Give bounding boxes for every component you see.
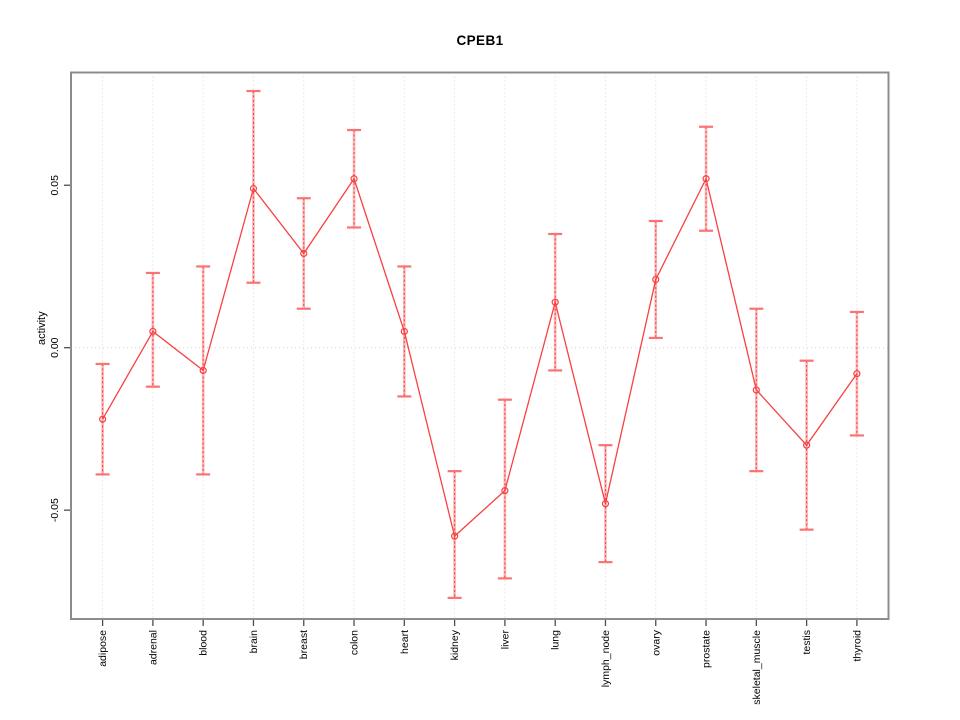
data-point-heart bbox=[400, 327, 408, 336]
x-tick-label-heart: heart bbox=[399, 630, 411, 654]
data-point-prostate bbox=[702, 175, 710, 183]
x-tick-label-brain: brain bbox=[248, 630, 260, 654]
x-tick-label-breast: breast bbox=[298, 630, 310, 659]
x-tick-label-lymph_node: lymph_node bbox=[600, 630, 612, 687]
x-tick-label-testis: testis bbox=[801, 630, 813, 655]
data-point-blood bbox=[199, 366, 207, 375]
plot-frame bbox=[70, 71, 890, 620]
chart-title: CPEB1 bbox=[456, 33, 504, 48]
y-tick-label--0.05: -0.05 bbox=[49, 498, 61, 522]
x-tick-label-lung: lung bbox=[550, 630, 562, 650]
x-tick-label-thyroid: thyroid bbox=[851, 630, 863, 662]
data-point-skeletal_muscle bbox=[752, 386, 760, 394]
data-point-lymph_node bbox=[601, 500, 610, 508]
data-point-breast bbox=[300, 249, 308, 258]
x-tick-label-liver: liver bbox=[499, 630, 511, 650]
y-tick-label-0.00: 0.00 bbox=[49, 337, 61, 358]
data-point-ovary bbox=[652, 275, 660, 284]
data-point-adrenal bbox=[149, 327, 157, 336]
x-tick-label-adipose: adipose bbox=[97, 630, 109, 667]
data-point-thyroid bbox=[853, 370, 861, 378]
x-tick-label-ovary: ovary bbox=[650, 629, 662, 655]
data-point-liver bbox=[501, 487, 509, 495]
data-point-testis bbox=[803, 441, 811, 449]
series-line-activity bbox=[102, 176, 858, 538]
x-tick-label-adrenal: adrenal bbox=[147, 630, 159, 665]
x-tick-label-blood: blood bbox=[198, 630, 210, 656]
data-point-adipose bbox=[98, 415, 107, 423]
data-point-lung bbox=[551, 298, 559, 306]
x-tick-label-prostate: prostate bbox=[701, 630, 713, 668]
x-tick-label-skeletal_muscle: skeletal_muscle bbox=[751, 630, 763, 705]
data-point-brain bbox=[249, 184, 258, 193]
x-tick-label-kidney: kidney bbox=[449, 629, 461, 660]
y-tick-label-0.05: 0.05 bbox=[49, 175, 61, 196]
data-point-kidney bbox=[451, 532, 459, 540]
data-point-colon bbox=[350, 175, 358, 183]
x-tick-label-colon: colon bbox=[349, 630, 361, 655]
